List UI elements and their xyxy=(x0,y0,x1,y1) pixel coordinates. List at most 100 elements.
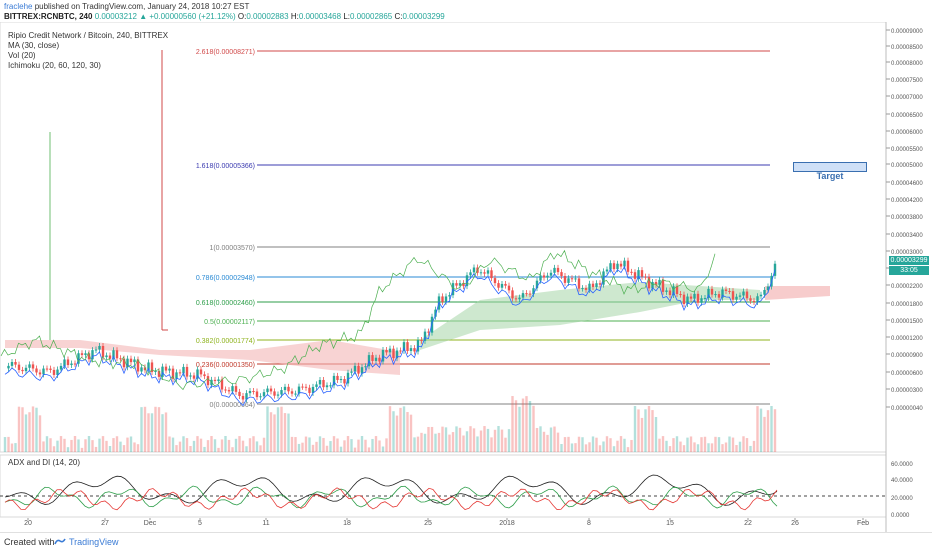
candle-body xyxy=(217,379,220,382)
volume-bar xyxy=(560,444,563,452)
candle-body xyxy=(682,294,686,304)
volume-bar xyxy=(154,406,157,452)
volume-bar xyxy=(679,441,682,452)
volume-bar xyxy=(332,436,336,452)
fib-level-label: 0.786(0.00002948) xyxy=(196,275,255,282)
volume-bar xyxy=(703,436,707,452)
candle-body xyxy=(717,294,721,298)
volume-bar xyxy=(357,439,360,452)
volume-bar xyxy=(287,413,290,452)
volume-bar xyxy=(311,444,315,452)
candle-body xyxy=(332,375,336,386)
candle-body xyxy=(133,359,136,363)
price-axis-label: 0.00004200 xyxy=(891,198,923,204)
volume-bar xyxy=(339,446,343,452)
volume-bar xyxy=(217,447,220,452)
volume-bar xyxy=(133,442,136,452)
candle-body xyxy=(465,275,469,287)
volume-bar xyxy=(206,440,210,452)
candle-body xyxy=(658,279,661,285)
candle-body xyxy=(182,366,185,374)
volume-bar xyxy=(238,436,241,452)
candle-body xyxy=(633,272,637,279)
volume-bar xyxy=(717,437,721,452)
volume-bar xyxy=(80,447,84,452)
high-value: 0.00003468 xyxy=(298,12,342,21)
volume-bar xyxy=(458,427,462,452)
candle-body xyxy=(542,275,546,278)
candle-body xyxy=(661,279,665,292)
candle-body xyxy=(17,364,21,370)
volume-bar xyxy=(640,417,644,452)
candle-body xyxy=(672,286,675,296)
target-zone[interactable] xyxy=(793,162,867,172)
volume-bar xyxy=(52,446,56,452)
candle-body xyxy=(640,270,644,277)
candle-body xyxy=(441,296,444,302)
candle-body xyxy=(500,283,504,288)
volume-bar xyxy=(542,431,546,452)
volume-bar xyxy=(637,409,640,452)
volume-bar xyxy=(479,430,483,452)
volume-bar xyxy=(353,447,357,452)
volume-bar xyxy=(724,442,728,452)
volume-bar xyxy=(504,437,507,452)
candle-body xyxy=(385,349,388,353)
candle-body xyxy=(392,348,395,359)
candle-body xyxy=(623,260,626,267)
volume-bar xyxy=(273,414,276,452)
legend-ma[interactable]: MA (30, close) xyxy=(8,41,60,50)
tradingview-logo-icon xyxy=(54,538,66,545)
volume-bar xyxy=(773,409,777,452)
volume-bar xyxy=(609,438,612,452)
volume-bar xyxy=(308,437,311,452)
time-axis-label: 25 xyxy=(424,520,432,527)
volume-bar xyxy=(665,440,668,452)
candle-body xyxy=(630,271,633,273)
volume-bar xyxy=(45,436,49,452)
candle-body xyxy=(98,346,101,350)
volume-bar xyxy=(3,437,7,452)
candle-body xyxy=(402,342,406,351)
ichimoku-lagging-span xyxy=(0,249,716,391)
author-link[interactable]: fraclehe xyxy=(4,2,33,11)
volume-bar xyxy=(493,429,497,452)
volume-bar xyxy=(227,439,231,452)
volume-bar xyxy=(161,414,164,452)
volume-bar xyxy=(280,406,283,452)
legend-volume[interactable]: Vol (20) xyxy=(8,51,36,60)
close-value: 0.00003299 xyxy=(402,12,445,21)
candle-body xyxy=(297,386,301,394)
adx-label[interactable]: ADX and DI (14, 20) xyxy=(8,458,81,467)
volume-bar xyxy=(91,440,94,452)
candle-body xyxy=(140,367,143,372)
volume-bar xyxy=(315,441,318,452)
chart-canvas[interactable]: 0.00009000 0.00008500 0.00008000 0.00007500… xyxy=(0,22,932,532)
volume-bar xyxy=(192,440,196,452)
volume-bar xyxy=(658,438,661,452)
time-axis-label: 20 xyxy=(24,520,32,527)
volume-bar xyxy=(413,437,416,452)
volume-bar xyxy=(588,442,591,452)
volume-bar xyxy=(220,439,224,452)
price-axis-label: 0.00003800 xyxy=(891,215,923,221)
volume-bar xyxy=(689,436,693,452)
last-price: 0.00003212 xyxy=(94,12,137,21)
volume-bar xyxy=(647,406,651,452)
time-axis-label: 15 xyxy=(666,520,674,527)
legend-symbol[interactable]: Ripio Credit Network / Bitcoin, 240, BIT… xyxy=(8,31,169,40)
volume-bar xyxy=(399,407,402,452)
candle-body xyxy=(203,374,206,377)
price-axis-label: 0.00006500 xyxy=(891,113,923,119)
candle-body xyxy=(535,280,539,289)
legend-ichimoku[interactable]: Ichimoku (20, 60, 120, 30) xyxy=(8,61,101,70)
tradingview-brand[interactable]: TradingView xyxy=(69,537,119,547)
volume-bar xyxy=(465,431,469,452)
candle-body xyxy=(483,272,486,274)
candle-body xyxy=(427,331,430,333)
candle-body xyxy=(185,366,189,377)
volume-bar xyxy=(654,416,658,452)
candle-body xyxy=(549,272,553,276)
candle-body xyxy=(528,293,532,295)
candle-body xyxy=(248,391,252,394)
